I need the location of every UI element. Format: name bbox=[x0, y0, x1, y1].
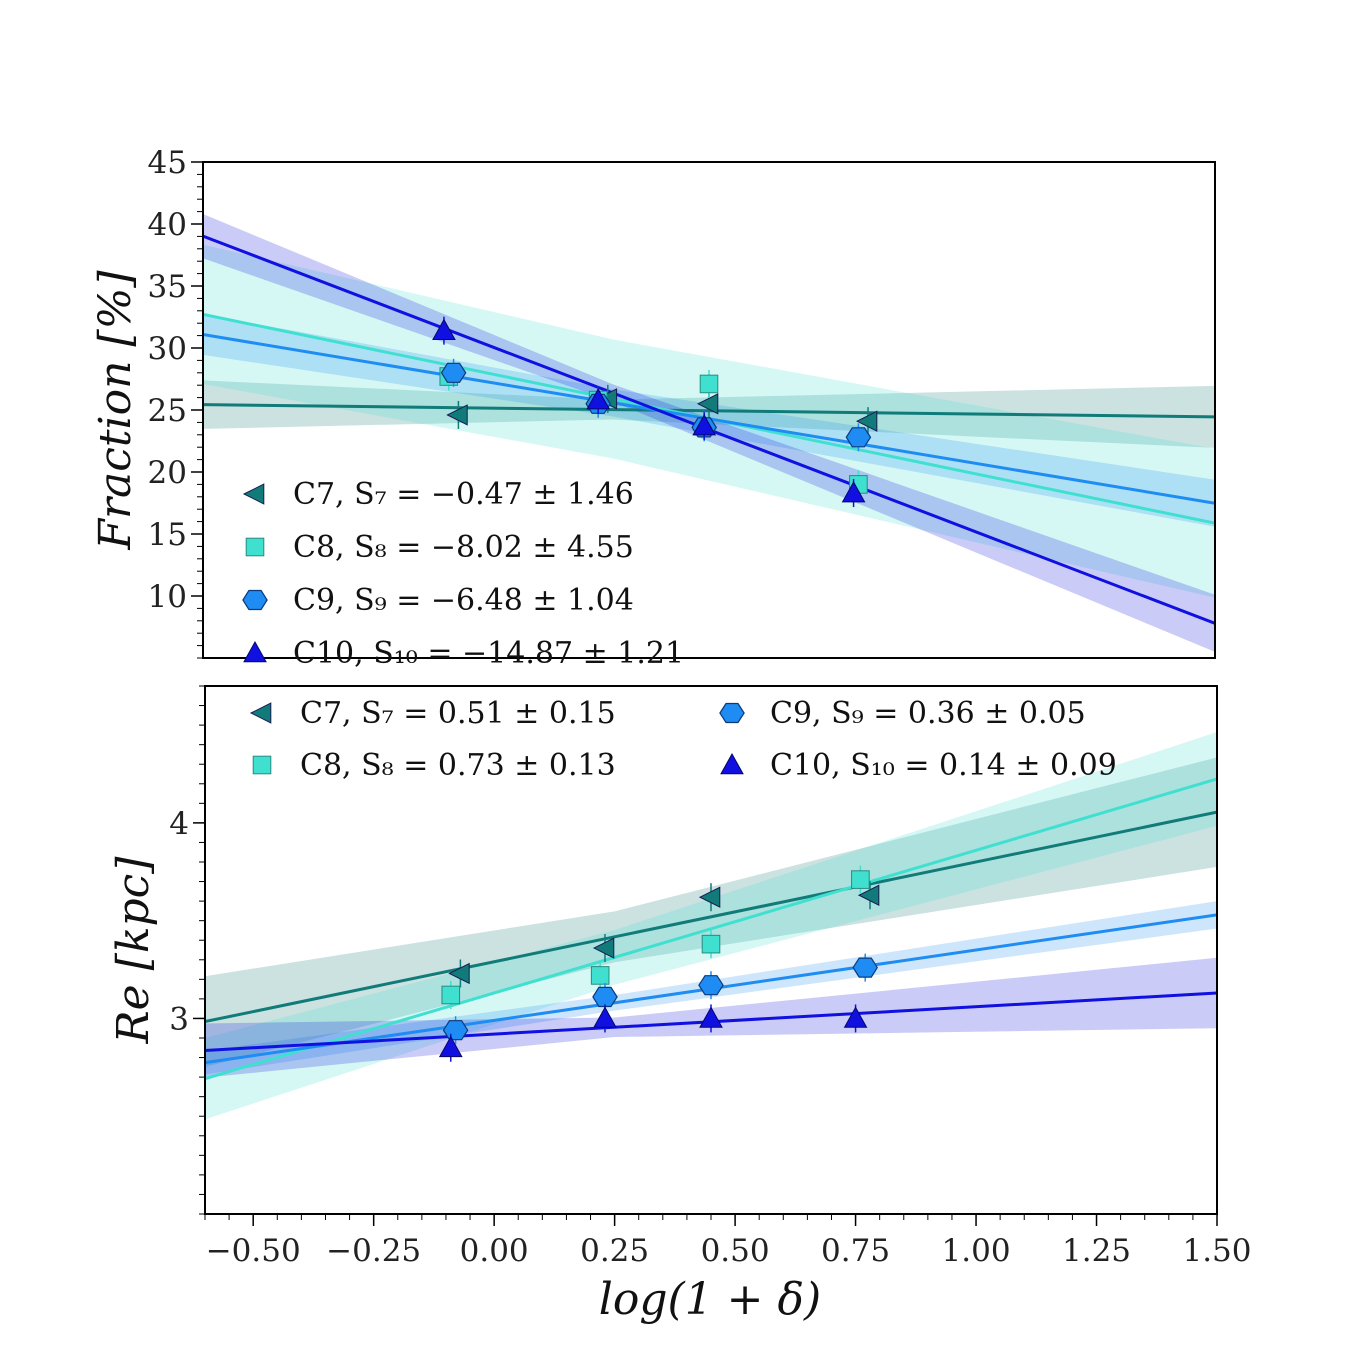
c7-point bbox=[446, 404, 468, 426]
c7-point bbox=[448, 962, 470, 985]
x-tick-label: −0.25 bbox=[326, 1233, 421, 1269]
re-panel-frame bbox=[204, 685, 1218, 1215]
c8-fit-line bbox=[205, 777, 1217, 1081]
c7-legend-label: C7, S₇ = 0.51 ± 0.15 bbox=[300, 696, 616, 731]
c7-point bbox=[855, 410, 878, 432]
c9-point bbox=[442, 1020, 469, 1041]
c8-point bbox=[701, 934, 721, 954]
c8-legend-label: C8, S₈ = 0.73 ± 0.13 bbox=[300, 748, 616, 783]
c10-point bbox=[843, 1006, 868, 1028]
c10-legend-marker bbox=[243, 640, 267, 663]
y-tick-label: 3 bbox=[169, 1001, 189, 1037]
y-tick-label: 15 bbox=[148, 517, 187, 553]
c9-point bbox=[852, 957, 879, 978]
c10-legend-marker bbox=[720, 752, 744, 775]
c8-legend-marker bbox=[252, 755, 272, 775]
c9-point bbox=[698, 975, 724, 996]
y-tick-label: 45 bbox=[148, 145, 187, 181]
c9-legend-label: C9, S₉ = −6.48 ± 1.04 bbox=[293, 583, 634, 618]
y-tick-label: 4 bbox=[169, 806, 189, 842]
c7-point bbox=[592, 937, 615, 959]
x-tick-label: 0.50 bbox=[701, 1233, 770, 1269]
c7-legend-label: C7, S₇ = −0.47 ± 1.46 bbox=[293, 477, 634, 512]
fraction-panel-frame bbox=[202, 161, 1216, 659]
fraction-y-axis-title: Fraction [%] bbox=[90, 270, 141, 551]
c9-legend-label: C9, S₉ = 0.36 ± 0.05 bbox=[770, 696, 1086, 731]
c8-legend-marker bbox=[245, 537, 265, 557]
y-tick-label: 30 bbox=[148, 331, 187, 367]
y-tick-label: 35 bbox=[148, 269, 187, 305]
x-tick-label: 1.50 bbox=[1182, 1233, 1251, 1269]
c9-point bbox=[440, 362, 467, 383]
c8-legend-label: C8, S₈ = −8.02 ± 4.55 bbox=[293, 530, 634, 565]
c10-point bbox=[593, 1006, 617, 1028]
x-tick-label: 1.25 bbox=[1062, 1233, 1131, 1269]
x-tick-label: 0.00 bbox=[460, 1233, 529, 1269]
c10-legend-label: C10, S₁₀ = 0.14 ± 0.09 bbox=[770, 748, 1117, 783]
c7-fit-line bbox=[205, 810, 1217, 1024]
x-tick-label: −0.50 bbox=[206, 1233, 301, 1269]
re-y-axis-title: Re [kpc] bbox=[108, 856, 159, 1045]
re-panel: 3 4 −0.50 −0.25 0.00 0.25 0.50 0.75 1.00 1.25 1.50… bbox=[108, 685, 1252, 1325]
c7-legend-marker bbox=[242, 483, 265, 505]
c7-point bbox=[696, 393, 719, 415]
c10-point bbox=[438, 1035, 463, 1058]
c9-point bbox=[592, 986, 618, 1008]
y-tick-label: 40 bbox=[148, 207, 187, 243]
c7-point bbox=[698, 886, 721, 908]
c9-point bbox=[845, 427, 872, 448]
x-axis-title: log(1 + δ) bbox=[599, 1274, 821, 1325]
c8-point bbox=[590, 966, 610, 985]
c8-point bbox=[851, 870, 870, 889]
c7-point bbox=[857, 884, 880, 906]
c9-legend-marker bbox=[719, 702, 745, 724]
re-legend: C7, S₇ = 0.51 ± 0.15 C8, S₈ = 0.73 ± 0.13… bbox=[249, 696, 1117, 783]
c10-point bbox=[692, 414, 717, 436]
c8-point bbox=[441, 985, 461, 1005]
c8-point bbox=[699, 374, 719, 394]
y-tick-label: 25 bbox=[148, 393, 187, 429]
x-tick-label: 1.00 bbox=[942, 1233, 1011, 1269]
y-tick-label: 10 bbox=[148, 579, 187, 615]
c9-legend-marker bbox=[242, 589, 268, 611]
x-tick-label: 0.25 bbox=[580, 1233, 649, 1269]
c10-legend-label: C10, S₁₀ = −14.87 ± 1.21 bbox=[293, 636, 684, 671]
c10-point bbox=[432, 318, 456, 340]
x-tick-label: 0.75 bbox=[821, 1233, 890, 1269]
y-tick-label: 20 bbox=[148, 455, 187, 491]
fraction-panel: 10 15 20 25 30 35 40 45 Fraction [%] C7, S₇ = −… bbox=[90, 145, 1216, 671]
fraction-legend: C7, S₇ = −0.47 ± 1.46 C8, S₈ = −8.02 ± 4.… bbox=[242, 477, 684, 671]
c7-legend-marker bbox=[249, 702, 272, 724]
c10-point bbox=[699, 1006, 723, 1028]
c10-point bbox=[841, 481, 866, 503]
c10-point bbox=[586, 388, 611, 410]
